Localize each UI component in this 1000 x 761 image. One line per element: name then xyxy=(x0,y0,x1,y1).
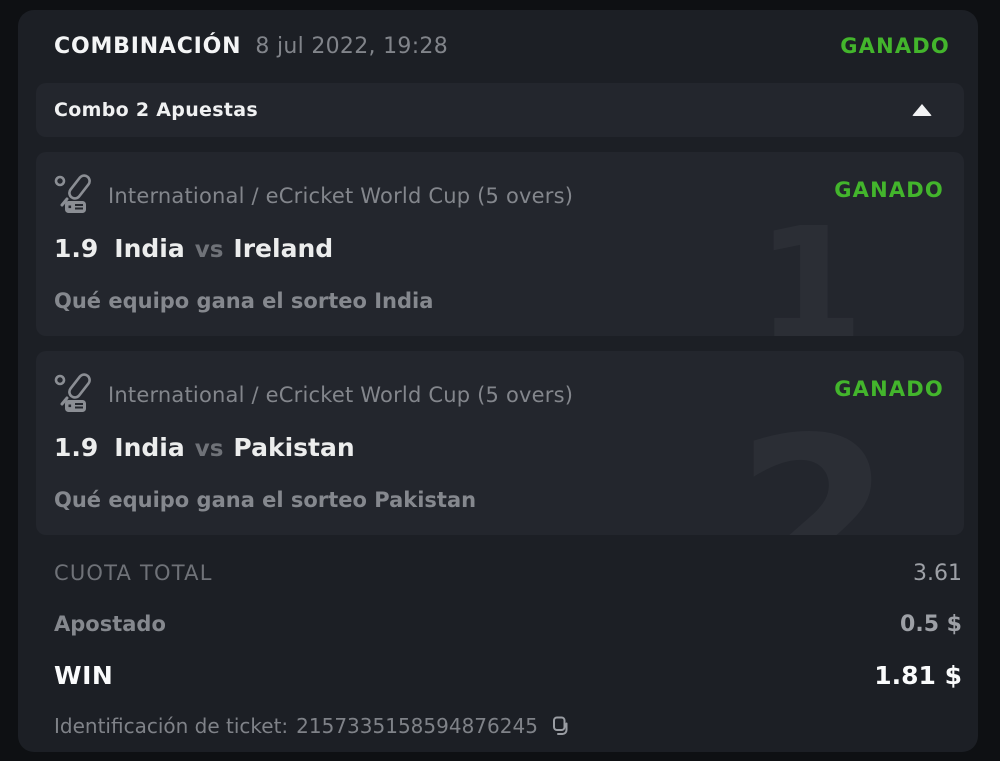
ticket-id-value: 2157335158594876245 xyxy=(296,714,538,738)
combo-toggle-bar[interactable]: Combo 2 Apuestas xyxy=(36,83,964,137)
win-row: WIN 1.81 $ xyxy=(18,661,978,690)
chevron-up-icon[interactable] xyxy=(912,104,932,116)
bet-datetime: 8 jul 2022, 19:28 xyxy=(255,34,449,59)
ticket-header: COMBINACIÓN 8 jul 2022, 19:28 GANADO xyxy=(18,10,978,59)
ecricket-icon xyxy=(54,174,91,213)
vs-separator: vs xyxy=(194,436,224,462)
home-team-label: India xyxy=(114,234,185,263)
bet-selection: 1.9 India vs Pakistan xyxy=(54,433,944,462)
ticket-id-label: Identificación de ticket: xyxy=(54,714,289,738)
bet-selection: 1.9 India vs Ireland xyxy=(54,234,944,263)
bet-index-watermark: 1 xyxy=(756,194,864,336)
combo-label: Combo 2 Apuestas xyxy=(54,99,258,121)
odds-value: 1.9 xyxy=(54,234,99,263)
bet-card-1: 1 International / eCricket World Cup (5 … xyxy=(36,152,964,336)
ticket-id-row: Identificación de ticket: 21573351585948… xyxy=(18,714,978,738)
copy-icon[interactable] xyxy=(548,714,572,738)
ticket-status-badge: GANADO xyxy=(840,34,950,58)
bet-type-label: COMBINACIÓN xyxy=(54,34,242,59)
total-odds-row: CUOTA TOTAL 3.61 xyxy=(18,561,978,586)
league-label: International / eCricket World Cup (5 ov… xyxy=(108,184,574,208)
stake-value: 0.5 $ xyxy=(900,612,962,637)
bet-ticket-card: COMBINACIÓN 8 jul 2022, 19:28 GANADO Com… xyxy=(18,10,978,752)
bet-card-2: 2 International / eCricket World Cup (5 … xyxy=(36,351,964,535)
bet-status-badge: GANADO xyxy=(834,178,944,202)
home-team-label: India xyxy=(114,433,185,462)
market-label: Qué equipo gana el sorteo Pakistan xyxy=(54,488,477,512)
bet-index-watermark: 2 xyxy=(735,390,892,536)
bet-status-badge: GANADO xyxy=(834,377,944,401)
win-label: WIN xyxy=(54,661,114,690)
away-team-label: Pakistan xyxy=(233,433,355,462)
odds-value: 1.9 xyxy=(54,433,99,462)
ecricket-icon xyxy=(54,373,91,412)
market-label: Qué equipo gana el sorteo India xyxy=(54,289,434,313)
league-label: International / eCricket World Cup (5 ov… xyxy=(108,383,574,407)
total-odds-value: 3.61 xyxy=(913,561,962,586)
vs-separator: vs xyxy=(194,237,224,263)
stake-label: Apostado xyxy=(54,612,166,636)
total-odds-label: CUOTA TOTAL xyxy=(54,561,213,585)
win-value: 1.81 $ xyxy=(874,661,962,690)
stake-row: Apostado 0.5 $ xyxy=(18,612,978,637)
away-team-label: Ireland xyxy=(233,234,334,263)
